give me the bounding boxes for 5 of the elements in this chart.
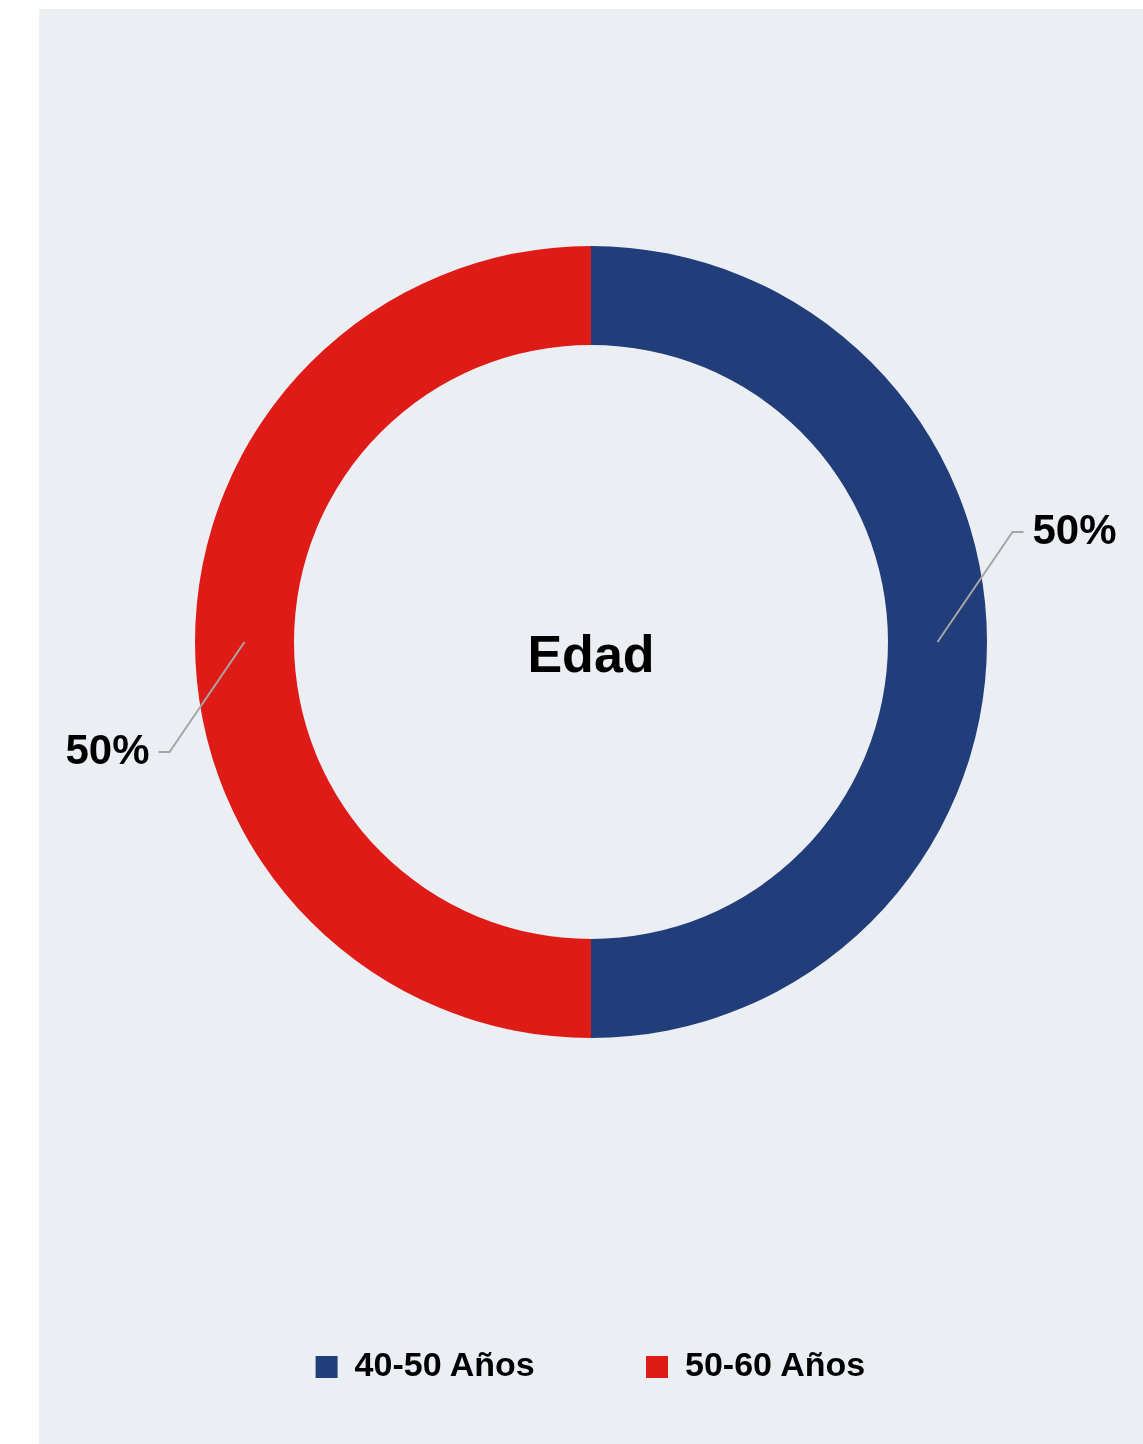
data-label: 50% xyxy=(65,725,150,773)
data-label: 50% xyxy=(1032,505,1117,553)
legend-label: 40-50 Años xyxy=(354,1345,535,1384)
legend-label: 50-60 Años xyxy=(685,1345,866,1384)
text: Edad xyxy=(527,625,655,684)
